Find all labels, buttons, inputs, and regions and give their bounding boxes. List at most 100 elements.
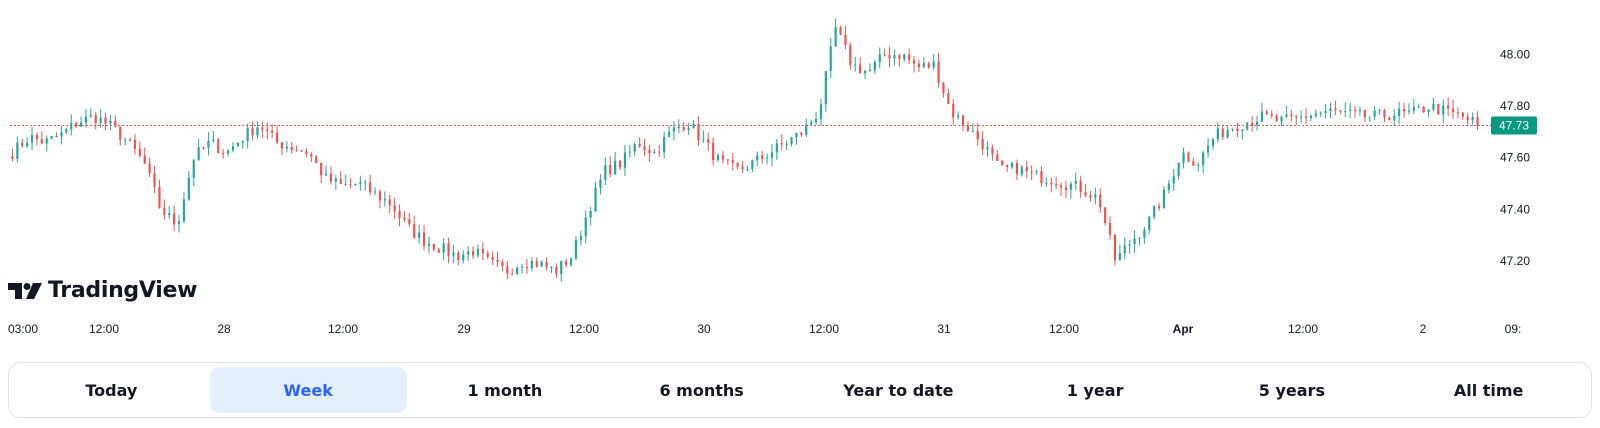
- candle-body: [1265, 111, 1268, 114]
- x-tick-label: 09:: [1505, 322, 1522, 336]
- candle-body: [1329, 108, 1332, 111]
- candle-body: [1128, 244, 1131, 246]
- candle-body: [1295, 115, 1298, 117]
- candle-body: [481, 248, 484, 254]
- candle-body: [1177, 162, 1180, 177]
- range-week-button[interactable]: Week: [209, 367, 407, 413]
- candle-body: [70, 123, 73, 130]
- candle-body: [898, 55, 901, 59]
- candle-body: [295, 150, 298, 152]
- candle-body: [290, 146, 293, 151]
- candle-body: [1363, 109, 1366, 118]
- x-tick-label: 03:00: [8, 322, 38, 336]
- candle-body: [682, 126, 685, 130]
- candle-body: [1113, 234, 1117, 261]
- candle-body: [535, 260, 538, 267]
- candle-body: [981, 139, 984, 150]
- candle-body: [565, 261, 568, 265]
- candle-body: [1290, 114, 1293, 116]
- candle-body: [109, 120, 112, 124]
- candle-body: [761, 155, 764, 159]
- candle-body: [55, 136, 58, 138]
- candle-body: [114, 120, 117, 127]
- candle-body: [1197, 164, 1200, 166]
- candle-body: [65, 129, 68, 133]
- candle-body: [373, 191, 377, 193]
- candle-body: [50, 136, 53, 139]
- candle-body: [251, 128, 254, 136]
- candle-body: [1064, 187, 1068, 190]
- candle-body: [1412, 106, 1415, 111]
- candle-body: [1157, 206, 1161, 209]
- candle-body: [1084, 192, 1087, 196]
- y-axis: 48.00 47.80 47.60 47.40 47.20: [1500, 47, 1530, 268]
- candle-body: [271, 130, 274, 133]
- x-axis: 03:00 12:00 28 12:00 29 12:00 30 12:00 31 12:00 Ap…: [8, 322, 1521, 336]
- candle-body: [883, 54, 886, 56]
- x-tick-label: 30: [697, 322, 711, 336]
- candle-body: [442, 243, 445, 253]
- tradingview-logo[interactable]: TradingView: [8, 278, 197, 303]
- candle-body: [1094, 194, 1097, 198]
- candle-body: [677, 126, 680, 128]
- candle-body: [133, 139, 137, 149]
- candle-body: [1246, 122, 1249, 130]
- x-tick-label: 28: [217, 322, 231, 336]
- candle-body: [859, 64, 862, 74]
- candle-body: [339, 178, 342, 184]
- candle-body: [1451, 108, 1455, 113]
- candle-body: [971, 130, 974, 132]
- candle-body: [1231, 128, 1234, 130]
- candle-body: [1089, 195, 1092, 198]
- candle-body: [462, 254, 465, 260]
- candle-body: [1040, 171, 1043, 184]
- candle-body: [908, 54, 911, 61]
- x-tick-label: 12:00: [1049, 322, 1079, 336]
- candle-body: [222, 153, 225, 155]
- candle-body: [721, 155, 725, 160]
- candle-body: [863, 70, 867, 74]
- candle-body: [403, 217, 406, 220]
- candle-body: [40, 139, 43, 144]
- range-5-years-button[interactable]: 5 years: [1258, 380, 1325, 400]
- range-1-year-button[interactable]: 1 year: [1066, 380, 1124, 400]
- price-chart[interactable]: 48.00 47.80 47.60 47.40 47.20 03:00 12:00 28 12…: [0, 0, 1600, 345]
- candle-body: [1349, 109, 1352, 111]
- candle-body: [506, 266, 509, 274]
- candle-body: [604, 165, 607, 180]
- candle-body: [26, 142, 29, 147]
- candle-body: [1407, 110, 1411, 112]
- candle-body: [1442, 105, 1445, 115]
- candle-body: [878, 54, 881, 63]
- candle-body: [1059, 185, 1063, 188]
- candle-body: [1432, 103, 1435, 110]
- candle-body: [378, 191, 382, 201]
- candle-body: [324, 173, 328, 176]
- x-tick-label: 12:00: [328, 322, 358, 336]
- candle-body: [1035, 171, 1038, 173]
- candle-body: [1319, 112, 1322, 114]
- candle-body: [511, 273, 514, 275]
- candle-body: [197, 147, 200, 161]
- range-1-month-button[interactable]: 1 month: [467, 380, 543, 400]
- candle-body: [393, 205, 396, 212]
- candle-body: [388, 199, 391, 206]
- candle-body: [418, 232, 421, 238]
- candle-body: [467, 251, 470, 255]
- candle-body: [658, 151, 661, 153]
- range-today-button[interactable]: Today: [85, 380, 138, 400]
- range-6-months-button[interactable]: 6 months: [659, 380, 744, 400]
- range-year-to-date-button[interactable]: Year to date: [843, 380, 954, 400]
- x-tick-label: 12:00: [89, 322, 119, 336]
- candle-body: [996, 154, 999, 161]
- candle-body: [775, 143, 778, 153]
- candle-body: [1020, 167, 1023, 175]
- candle-body: [1030, 171, 1033, 173]
- candle-body: [1192, 161, 1195, 166]
- candle-body: [1270, 113, 1273, 116]
- candle-body: [903, 54, 906, 59]
- candle-body: [476, 248, 480, 256]
- candle-body: [119, 126, 122, 141]
- candle-body: [501, 261, 504, 267]
- range-all-time-button[interactable]: All time: [1453, 380, 1524, 400]
